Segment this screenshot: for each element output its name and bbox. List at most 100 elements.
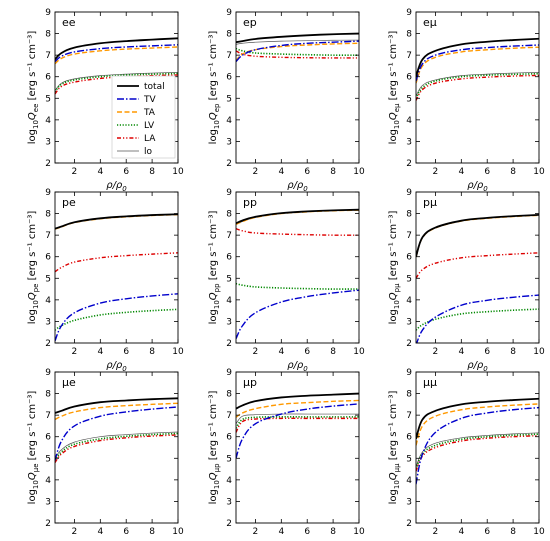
x-tick-label: 8: [149, 527, 155, 537]
series-la-line: [236, 417, 359, 433]
panel-pe: 2 4 6 8 10 2 3 4 5 6 7 8 9 pe ρ/ρ0 log10Qpe [erg s⁻¹ cm…: [27, 188, 184, 373]
series-total-line: [416, 37, 539, 78]
y-tick-label: 4: [45, 116, 51, 126]
y-axis-label: log10Qμμ [erg s⁻¹ cm⁻³]: [388, 391, 401, 505]
y-tick-label: 3: [226, 137, 232, 147]
panel-pμ: 2 4 6 8 10 2 3 4 5 6 7 8 9 pμ ρ/ρ0 log10Qpμ [erg s⁻¹ cm…: [388, 188, 545, 373]
series-lv-line: [55, 432, 178, 461]
x-tick-label: 8: [330, 527, 336, 537]
y-tick-label: 4: [45, 476, 51, 486]
y-tick-label: 4: [406, 296, 412, 306]
x-tick-label: 4: [278, 347, 284, 357]
x-tick-label: 6: [484, 167, 490, 177]
y-tick-label: 2: [406, 339, 412, 349]
y-tick-label: 5: [226, 94, 232, 104]
legend-label-la: LA: [144, 134, 156, 144]
series-total-line: [236, 392, 359, 410]
y-tick-label: 6: [226, 433, 232, 443]
x-tick-label: 8: [149, 167, 155, 177]
y-tick-label: 8: [45, 390, 51, 400]
x-tick-label: 2: [253, 167, 259, 177]
y-tick-label: 5: [406, 94, 412, 104]
panel-μμ: 24681023456789μμρ/ρ0log10Qμμ [erg s⁻¹ cm…: [388, 368, 545, 541]
y-tick-label: 5: [45, 94, 51, 104]
panel-ep: 2 4 6 8 10 2 3 4 5 6 7 8 9 ep ρ/ρ0 log10Qep [erg s⁻¹ cm…: [208, 8, 365, 193]
panel-μe: 24681023456789μeρ/ρ0log10Qμe [erg s⁻¹ cm…: [27, 368, 184, 541]
x-tick-label: 4: [458, 167, 464, 177]
y-tick-label: 3: [226, 317, 232, 327]
x-tick-label: 2: [253, 527, 259, 537]
panel-title: μe: [62, 376, 76, 389]
legend-label-total: total: [144, 82, 165, 92]
series-tv-line: [236, 403, 359, 459]
series-tv-line: [55, 44, 178, 63]
y-tick-label: 5: [226, 274, 232, 284]
x-tick-label: 4: [97, 167, 103, 177]
series-group: [55, 397, 178, 464]
plot-frame: [54, 11, 179, 164]
y-tick-label: 2: [226, 519, 232, 529]
series-lv-line: [416, 72, 539, 99]
series-lo-line: [416, 72, 539, 97]
y-tick-label: 2: [226, 339, 232, 349]
y-tick-label: 2: [45, 159, 51, 169]
y-tick-label: 4: [406, 116, 412, 126]
series-total-line: [55, 213, 178, 230]
y-tick-label: 2: [406, 159, 412, 169]
y-tick-label: 8: [406, 210, 412, 220]
series-total-line: [55, 37, 178, 61]
series-group: [55, 213, 178, 342]
y-tick-label: 9: [406, 188, 412, 198]
y-tick-label: 9: [406, 8, 412, 18]
plot-frame: [235, 191, 360, 344]
y-tick-label: 6: [406, 253, 412, 263]
y-axis-label: log10Qpe [erg s⁻¹ cm⁻³]: [27, 211, 40, 325]
y-tick-label: 8: [226, 390, 232, 400]
x-tick-label: 2: [433, 167, 439, 177]
x-tick-label: 8: [330, 167, 336, 177]
series-la-line: [55, 434, 178, 464]
y-tick-label: 2: [226, 159, 232, 169]
y-axis-label: log10Qpp [erg s⁻¹ cm⁻³]: [208, 211, 221, 325]
x-tick-label: 10: [353, 167, 365, 177]
y-tick-label: 7: [226, 51, 232, 61]
x-tick-label: 6: [123, 347, 129, 357]
x-tick-label: 4: [97, 527, 103, 537]
x-tick-label: 4: [458, 527, 464, 537]
y-tick-label: 4: [226, 476, 232, 486]
panel-eμ: 2 4 6 8 10 2 3 4 5 6 7 8 9 eμ ρ/ρ0 log10Qeμ [erg s⁻¹ cm…: [388, 8, 545, 193]
x-tick-label: 2: [433, 347, 439, 357]
x-axis-label: ρ/ρ0: [467, 180, 488, 193]
x-tick-label: 10: [172, 167, 184, 177]
plot-frame: [54, 371, 179, 524]
legend: total TV TA LV LA lo: [111, 75, 176, 159]
series-ta-line: [55, 402, 178, 421]
x-tick-label: 4: [278, 167, 284, 177]
series-lv-line: [55, 72, 178, 93]
series-ta-line: [55, 46, 178, 65]
x-tick-label: 4: [97, 347, 103, 357]
y-tick-label: 9: [45, 8, 51, 18]
legend-box: [111, 75, 176, 159]
y-tick-label: 6: [45, 73, 51, 83]
series-group: [416, 213, 539, 343]
x-tick-label: 10: [533, 347, 545, 357]
panel-μp: 24681023456789μpρ/ρ0log10Qμp [erg s⁻¹ cm…: [208, 368, 365, 541]
series-la-line: [416, 434, 539, 472]
x-tick-label: 4: [458, 347, 464, 357]
series-ta-line: [416, 214, 539, 258]
x-tick-label: 10: [533, 527, 545, 537]
y-tick-label: 9: [406, 368, 412, 378]
y-axis-label: log10Qeμ [erg s⁻¹ cm⁻³]: [388, 31, 401, 145]
x-tick-label: 6: [484, 527, 490, 537]
y-tick-label: 8: [406, 390, 412, 400]
y-tick-label: 9: [45, 368, 51, 378]
y-tick-label: 5: [406, 454, 412, 464]
panel-title: μμ: [423, 376, 437, 389]
series-lo-line: [416, 432, 539, 468]
x-tick-label: 2: [433, 527, 439, 537]
y-tick-label: 7: [45, 51, 51, 61]
y-tick-label: 6: [45, 253, 51, 263]
y-axis-label: log10Qpμ [erg s⁻¹ cm⁻³]: [388, 211, 401, 325]
panel-title: ee: [62, 16, 76, 29]
